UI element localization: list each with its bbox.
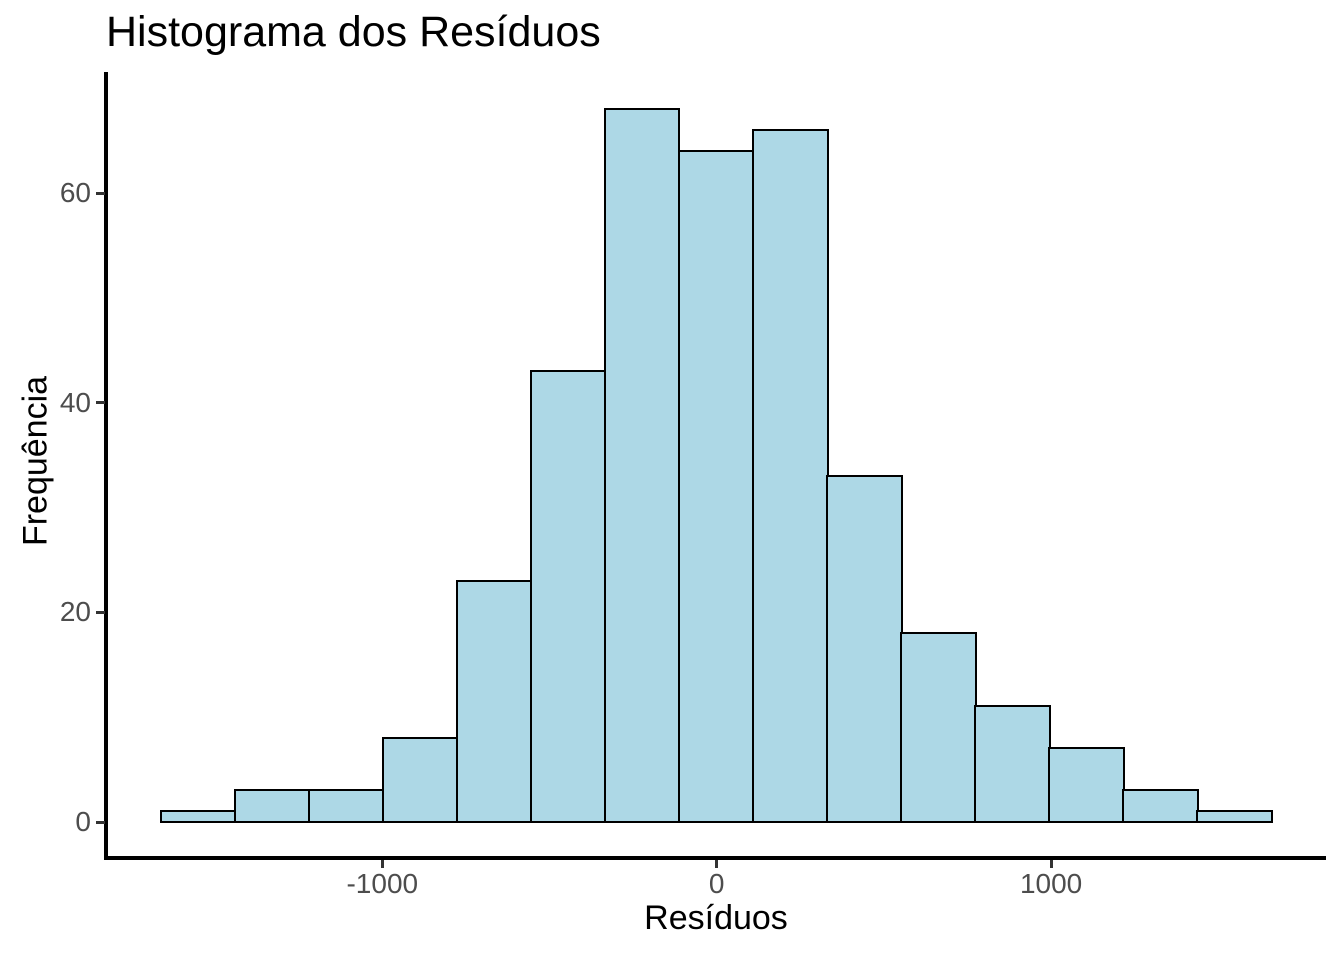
x-axis-tick	[715, 859, 719, 869]
y-axis-tick	[96, 610, 105, 614]
histogram-bar	[900, 632, 977, 824]
y-axis-tick	[96, 401, 105, 405]
histogram-bar	[974, 705, 1051, 824]
y-axis-tick-label: 0	[75, 806, 91, 837]
plot-title: Histograma dos Resíduos	[106, 8, 601, 56]
histogram-bar	[529, 370, 607, 824]
histogram-bar	[677, 150, 755, 824]
histogram-bar	[603, 108, 681, 824]
x-axis-tick-label: 1000	[1019, 868, 1083, 899]
histogram-bar	[455, 579, 533, 824]
histogram-bar	[1048, 747, 1125, 824]
x-axis-tick-label: -1000	[346, 868, 419, 899]
x-axis-tick-label: 0	[708, 868, 725, 899]
histogram-bar	[826, 474, 903, 824]
y-axis-tick-label: 20	[59, 596, 91, 628]
x-axis-title: Resíduos	[644, 899, 788, 937]
x-axis-line	[104, 856, 1326, 860]
y-axis-tick	[96, 820, 105, 824]
x-axis-tick	[1049, 859, 1053, 869]
y-axis-line	[104, 72, 108, 860]
histogram-bar	[751, 129, 829, 824]
x-axis-tick	[380, 859, 384, 869]
histogram-bar	[233, 789, 311, 824]
histogram-bar	[159, 810, 237, 824]
y-axis-tick	[96, 191, 105, 195]
y-axis-tick-label: 60	[59, 177, 91, 209]
histogram-bar	[1122, 789, 1199, 824]
histogram-bar	[1196, 810, 1273, 824]
histogram-bar	[307, 789, 385, 824]
histogram-bar	[381, 736, 459, 824]
y-axis-tick-label: 40	[59, 386, 91, 418]
